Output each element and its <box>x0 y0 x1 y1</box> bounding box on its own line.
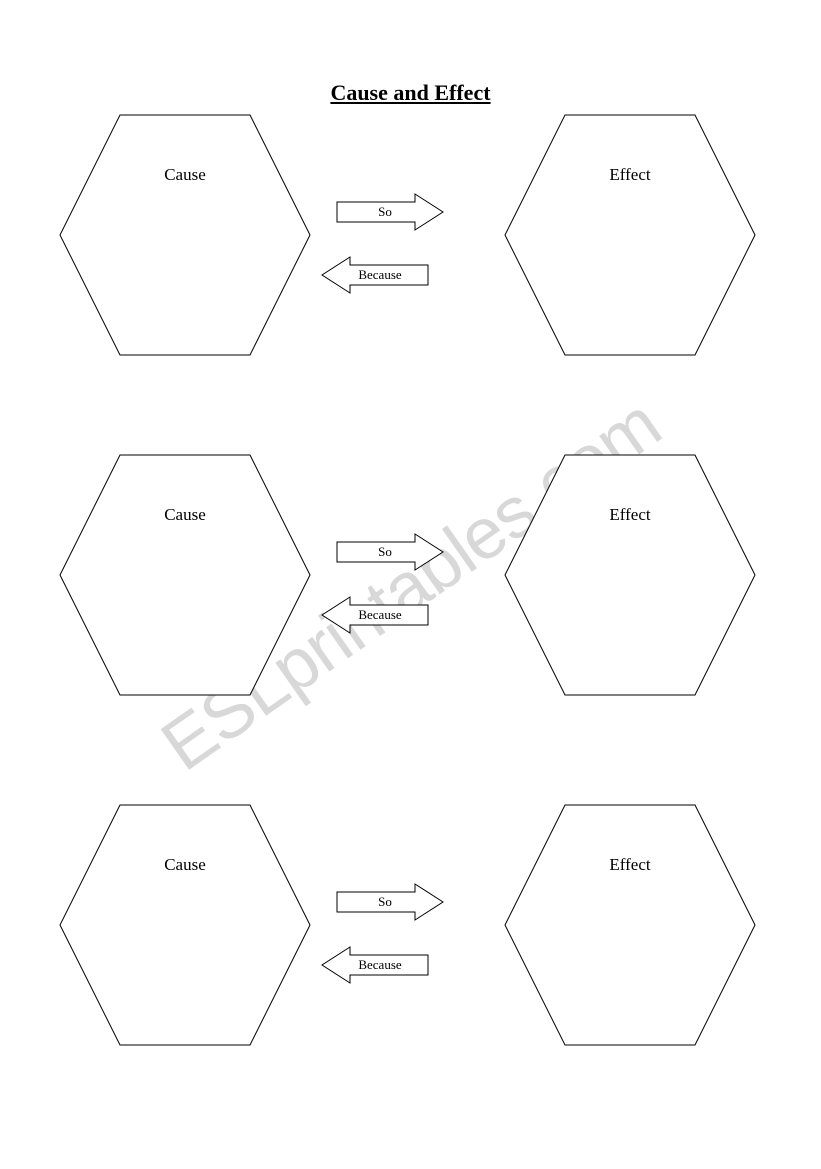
hexagon-icon <box>500 110 760 360</box>
effect-label: Effect <box>500 855 760 875</box>
diagram-row: Cause So Because Effect <box>0 790 821 1110</box>
arrow-forward: So <box>335 192 475 232</box>
hexagon-icon <box>500 450 760 700</box>
arrow-backward: Because <box>335 255 475 295</box>
effect-label: Effect <box>500 165 760 185</box>
effect-hexagon: Effect <box>500 450 760 700</box>
hexagon-icon <box>500 800 760 1050</box>
diagram-row: Cause So Because Effect <box>0 100 821 420</box>
cause-hexagon: Cause <box>55 110 315 360</box>
arrow-forward: So <box>335 882 475 922</box>
diagram-row: Cause So Because Effect <box>0 440 821 760</box>
effect-label: Effect <box>500 505 760 525</box>
arrow-forward-label: So <box>335 192 445 232</box>
arrow-backward: Because <box>335 595 475 635</box>
effect-hexagon: Effect <box>500 110 760 360</box>
cause-hexagon: Cause <box>55 800 315 1050</box>
cause-hexagon: Cause <box>55 450 315 700</box>
effect-hexagon: Effect <box>500 800 760 1050</box>
arrow-backward-label: Because <box>320 595 430 635</box>
cause-label: Cause <box>55 855 315 875</box>
arrow-backward-label: Because <box>320 945 430 985</box>
hexagon-icon <box>55 800 315 1050</box>
cause-label: Cause <box>55 165 315 185</box>
hexagon-icon <box>55 110 315 360</box>
arrow-forward-label: So <box>335 882 445 922</box>
arrow-backward: Because <box>335 945 475 985</box>
arrow-backward-label: Because <box>320 255 430 295</box>
arrow-forward-label: So <box>335 532 445 572</box>
arrow-forward: So <box>335 532 475 572</box>
cause-label: Cause <box>55 505 315 525</box>
hexagon-icon <box>55 450 315 700</box>
